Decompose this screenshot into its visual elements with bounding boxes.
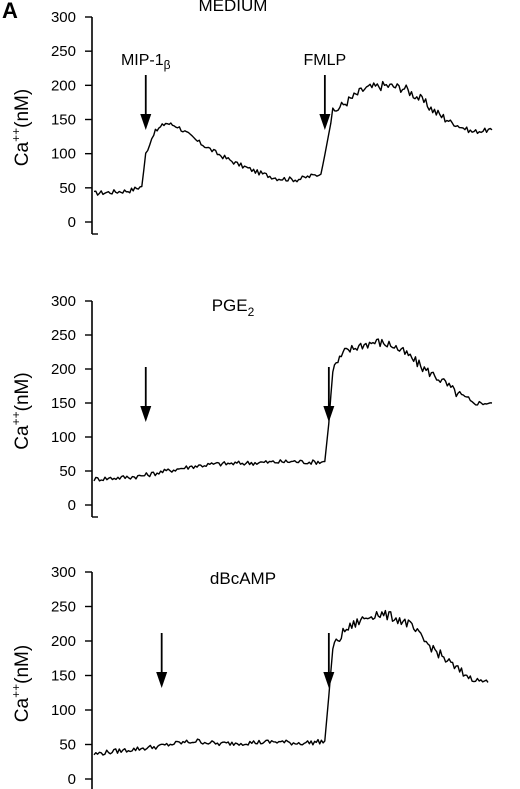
chart-title: MEDIUM: [199, 0, 268, 15]
y-tick-label: 50: [59, 180, 76, 197]
chart-title: dBcAMP: [210, 569, 276, 588]
arrow-head: [140, 406, 152, 422]
y-tick-label: 0: [68, 771, 76, 788]
calcium-trace: [93, 338, 493, 482]
y-axis-label: Ca++(nM): [9, 89, 33, 166]
y-tick-label: 200: [51, 633, 76, 650]
arrow-head: [323, 672, 335, 688]
stimulus-label: MIP-1β: [121, 52, 171, 72]
chart-panel-1: 0 50 100 150 200 250 300 Ca++(nM) MEDIUM MIP-1β FM…: [9, 0, 493, 235]
chart-panel-2: 0 50 100 150 200 250 300 Ca++(nM) PGE2: [9, 293, 493, 518]
arrow-head: [156, 672, 168, 688]
arrow-head: [319, 114, 331, 130]
y-tick-label: 250: [51, 599, 76, 616]
calcium-trace: [93, 609, 489, 756]
y-tick-label: 150: [51, 395, 76, 412]
y-tick-label: 200: [51, 361, 76, 378]
chart-title: PGE2: [212, 296, 255, 319]
y-tick-label: 150: [51, 112, 76, 129]
stimulus-label: FMLP: [304, 52, 347, 69]
chart-panel-3: 0 50 100 150 200 250 300 Ca++(nM) dBcAMP: [9, 564, 489, 789]
y-tick-label: 50: [59, 737, 76, 754]
y-tick-label: 300: [51, 9, 76, 26]
y-axis-label: Ca++(nM): [9, 645, 33, 722]
y-tick-label: 100: [51, 702, 76, 719]
y-tick-label: 100: [51, 429, 76, 446]
y-tick-label: 100: [51, 146, 76, 163]
y-tick-label: 300: [51, 564, 76, 581]
y-tick-label: 150: [51, 668, 76, 685]
y-tick-label: 300: [51, 293, 76, 310]
y-tick-label: 0: [68, 214, 76, 231]
y-tick-label: 250: [51, 43, 76, 60]
arrow-head: [140, 114, 152, 130]
y-tick-label: 200: [51, 77, 76, 94]
y-tick-label: 250: [51, 327, 76, 344]
panel-label: A: [2, 0, 18, 23]
calcium-trace: [93, 80, 493, 196]
y-axis-label: Ca++(nM): [9, 372, 33, 449]
y-tick-label: 0: [68, 497, 76, 514]
y-tick-label: 50: [59, 463, 76, 480]
